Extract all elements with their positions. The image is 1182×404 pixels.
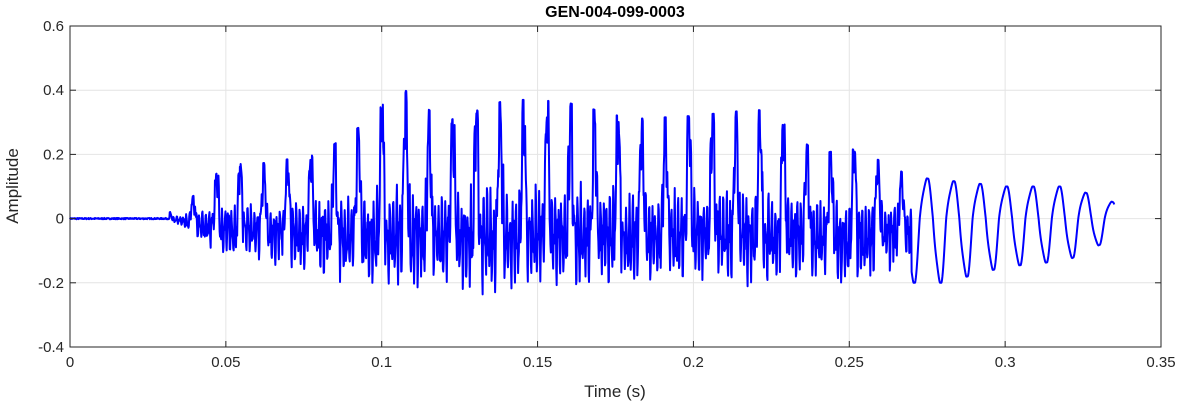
y-tick-label: 0.2 — [43, 146, 64, 163]
y-tick-label: 0 — [56, 211, 64, 228]
chart-title: GEN-004-099-0003 — [545, 4, 685, 21]
y-axis-label: Amplitude — [3, 148, 22, 224]
data-layer — [69, 89, 1116, 296]
x-tick-label: 0.15 — [523, 354, 552, 371]
y-tick-label: -0.4 — [38, 339, 64, 356]
axes-box — [69, 25, 1162, 348]
x-tick-label: 0.35 — [1146, 354, 1175, 371]
y-tick-label: 0.6 — [43, 18, 64, 35]
x-tick-label: 0 — [66, 354, 74, 371]
x-tick-label: 0.2 — [683, 354, 704, 371]
ticks: 0 0.05 0.1 0.15 0.2 0.25 0.3 0.35 -0.4 -0.2 0 0.2 0.… — [38, 18, 1175, 371]
y-tick-label: -0.2 — [38, 275, 64, 292]
x-axis-label: Time (s) — [584, 382, 646, 401]
x-tick-label: 0.1 — [371, 354, 392, 371]
series-line — [69, 89, 1116, 296]
y-tick-label: 0.4 — [43, 82, 64, 99]
x-tick-label: 0.25 — [835, 354, 864, 371]
x-tick-label: 0.3 — [995, 354, 1016, 371]
x-tick-label: 0.05 — [211, 354, 240, 371]
